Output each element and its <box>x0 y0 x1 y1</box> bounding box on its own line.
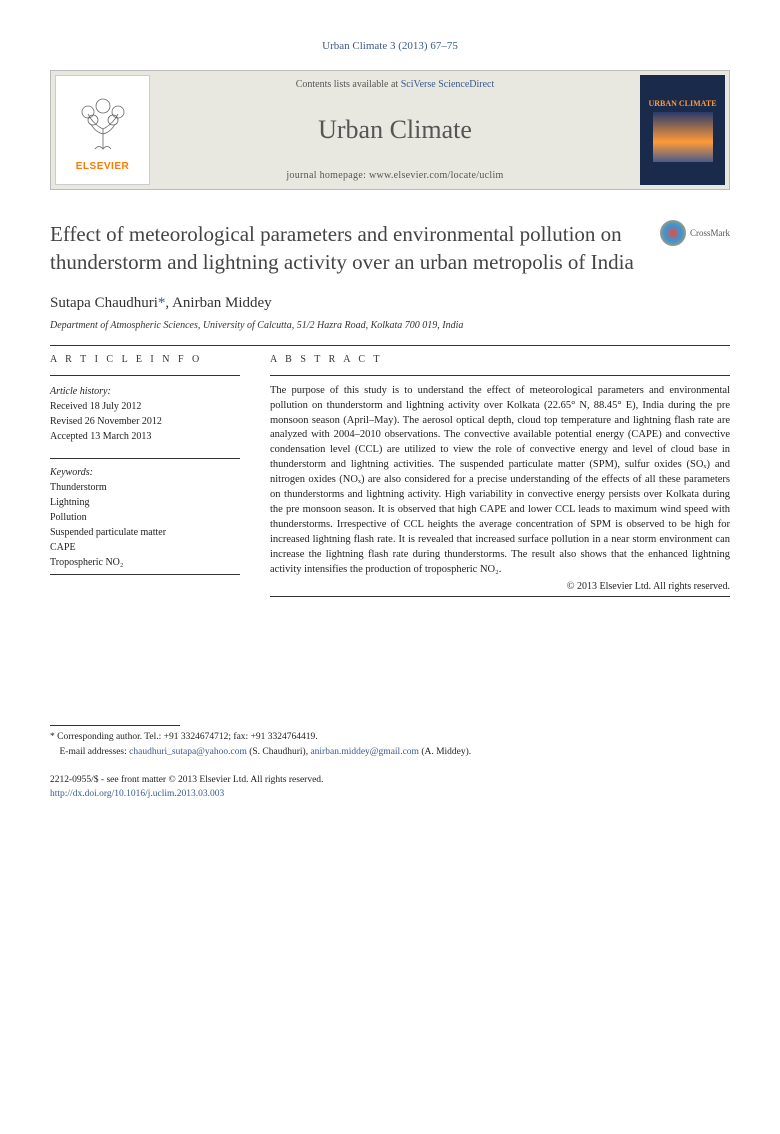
abstract-label: A B S T R A C T <box>270 354 730 365</box>
cover-title: URBAN CLIMATE <box>648 99 716 108</box>
abstract-text: The purpose of this study is to understa… <box>270 384 730 578</box>
email-1[interactable]: chaudhuri_sutapa@yahoo.com <box>129 747 247 757</box>
keyword-item: Pollution <box>50 510 240 525</box>
elsevier-text: ELSEVIER <box>76 161 129 172</box>
cover-image <box>653 112 713 162</box>
article-info-label: A R T I C L E I N F O <box>50 354 240 365</box>
accepted-date: Accepted 13 March 2013 <box>50 429 240 444</box>
keyword-item: CAPE <box>50 540 240 555</box>
article-info-column: A R T I C L E I N F O Article history: R… <box>50 354 240 606</box>
crossmark-label: CrossMark <box>690 228 730 238</box>
journal-cover-thumbnail[interactable]: URBAN CLIMATE <box>640 75 725 185</box>
info-rule <box>50 375 240 376</box>
keyword-item: Lightning <box>50 495 240 510</box>
keyword-item: Suspended particulate matter <box>50 525 240 540</box>
sciencedirect-link[interactable]: SciVerse ScienceDirect <box>401 79 495 90</box>
journal-header: ELSEVIER Contents lists available at Sci… <box>50 70 730 190</box>
abstract-column: A B S T R A C T The purpose of this stud… <box>270 354 730 606</box>
corresponding-footnote: * Corresponding author. Tel.: +91 332467… <box>50 730 730 759</box>
keyword-item: Tropospheric NO₂ <box>50 555 240 570</box>
footnote-rule <box>50 725 180 726</box>
corr-author-info: * Corresponding author. Tel.: +91 332467… <box>50 730 730 744</box>
abstract-rule <box>270 375 730 376</box>
revised-date: Revised 26 November 2012 <box>50 414 240 429</box>
info-rule-2 <box>50 458 240 459</box>
journal-header-center: Contents lists available at SciVerse Sci… <box>154 71 636 189</box>
author-1[interactable]: Sutapa Chaudhuri <box>50 295 158 311</box>
doi-link[interactable]: http://dx.doi.org/10.1016/j.uclim.2013.0… <box>50 789 224 799</box>
email-2[interactable]: anirban.middey@gmail.com <box>310 747 418 757</box>
elsevier-tree-icon <box>68 89 138 159</box>
info-rule-3 <box>50 574 240 575</box>
email-2-name: (A. Middey). <box>419 747 471 757</box>
crossmark-badge[interactable]: CrossMark <box>660 220 730 246</box>
keywords-list: Thunderstorm Lightning Pollution Suspend… <box>50 480 240 570</box>
crossmark-icon <box>660 220 686 246</box>
homepage-url[interactable]: www.elsevier.com/locate/uclim <box>369 170 504 181</box>
affiliation: Department of Atmospheric Sciences, Univ… <box>50 320 730 331</box>
issn-line: 2212-0955/$ - see front matter © 2013 El… <box>50 773 730 787</box>
contents-line: Contents lists available at SciVerse Sci… <box>164 79 626 90</box>
received-date: Received 18 July 2012 <box>50 399 240 414</box>
article-history: Article history: Received 18 July 2012 R… <box>50 384 240 444</box>
email-label: E-mail addresses: <box>60 747 130 757</box>
authors: Sutapa Chaudhuri*, Anirban Middey <box>50 295 730 312</box>
history-label: Article history: <box>50 384 240 399</box>
homepage-prefix: journal homepage: <box>286 170 369 181</box>
abstract-rule-bottom <box>270 596 730 597</box>
email-1-name: (S. Chaudhuri), <box>247 747 311 757</box>
rule-top <box>50 345 730 346</box>
journal-name: Urban Climate <box>164 115 626 145</box>
header-citation: Urban Climate 3 (2013) 67–75 <box>50 40 730 52</box>
contents-prefix: Contents lists available at <box>296 79 401 90</box>
author-2[interactable]: Anirban Middey <box>172 295 272 311</box>
email-line: E-mail addresses: chaudhuri_sutapa@yahoo… <box>50 745 730 759</box>
keywords-label: Keywords: <box>50 467 240 478</box>
keyword-item: Thunderstorm <box>50 480 240 495</box>
elsevier-logo[interactable]: ELSEVIER <box>55 75 150 185</box>
bottom-block: 2212-0955/$ - see front matter © 2013 El… <box>50 773 730 802</box>
copyright-line: © 2013 Elsevier Ltd. All rights reserved… <box>270 581 730 592</box>
article-title: Effect of meteorological parameters and … <box>50 220 645 277</box>
homepage-line: journal homepage: www.elsevier.com/locat… <box>164 170 626 181</box>
